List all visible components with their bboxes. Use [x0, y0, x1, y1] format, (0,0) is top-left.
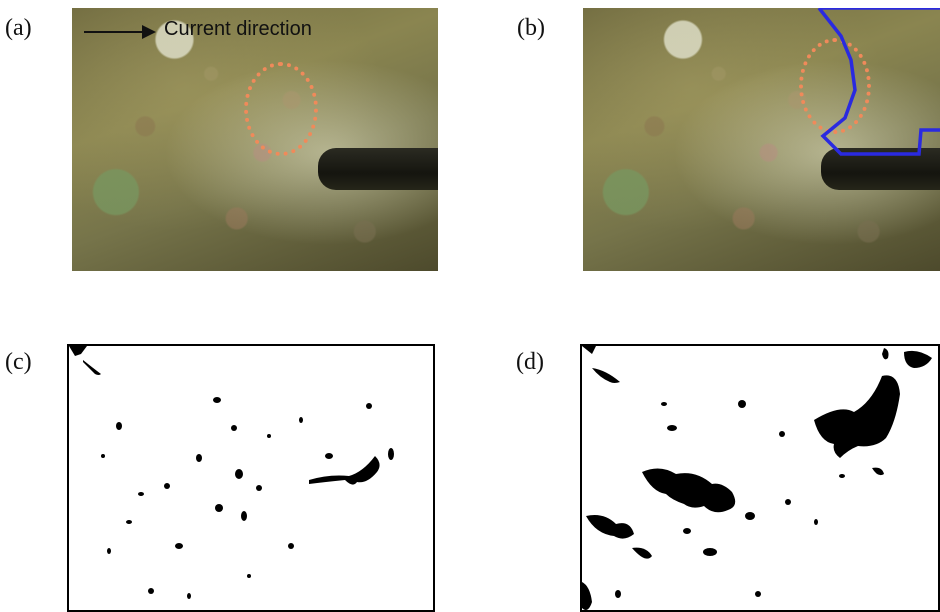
panel-b-photo [583, 8, 940, 271]
object-marker [799, 38, 871, 134]
current-direction-arrow-icon [84, 25, 156, 39]
panel-d-mask-blobs [582, 346, 932, 610]
panel-d-binary-mask [580, 344, 940, 612]
panel-a-label: (a) [5, 15, 32, 41]
panel-a-photo: Current direction [72, 8, 438, 271]
panel-c-label: (c) [5, 349, 32, 375]
panel-c-mask-blobs [69, 346, 394, 599]
panel-c-binary-mask [67, 344, 435, 612]
pipe-shadow [318, 148, 438, 190]
object-marker [244, 62, 318, 156]
panel-b-label: (b) [517, 15, 545, 41]
panel-d-label: (d) [516, 349, 544, 375]
scour-boundary-line [817, 8, 940, 156]
scour-boundary-outline [817, 8, 940, 156]
current-direction-caption: Current direction [164, 18, 312, 40]
